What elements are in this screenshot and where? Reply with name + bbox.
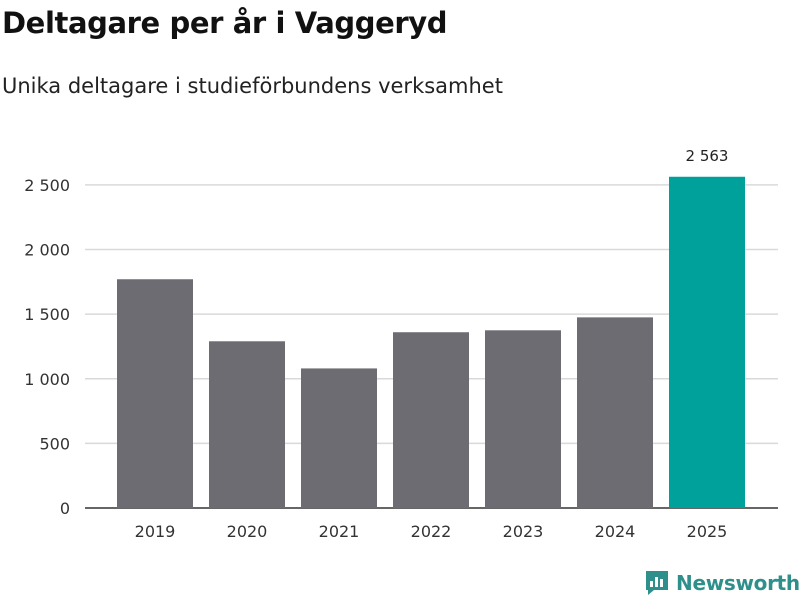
x-tick-label: 2019 (135, 522, 176, 541)
bar-2021 (301, 368, 377, 508)
y-tick-label: 500 (39, 434, 70, 453)
bar-2019 (117, 279, 193, 508)
bar-2024 (577, 317, 653, 508)
labels: 0 500 1 000 1 500 2 000 2 500 2019 2020 2021 2022… (24, 147, 728, 541)
y-tick-label: 2 000 (24, 241, 70, 260)
chart-title: Deltagare per år i Vaggeryd (2, 6, 448, 40)
bar-2023 (485, 330, 561, 508)
y-tick-label: 0 (60, 499, 70, 518)
newsworthy-logo-icon (646, 571, 668, 595)
chart-subtitle: Unika deltagare i studieförbundens verks… (2, 74, 503, 98)
bar-2025 (669, 176, 745, 509)
x-tick-label: 2022 (411, 522, 452, 541)
data-label: 2 563 (686, 147, 729, 165)
x-tick-label: 2024 (595, 522, 636, 541)
bars (117, 176, 745, 509)
brand-name: Newsworthy (676, 571, 800, 595)
x-tick-label: 2021 (319, 522, 360, 541)
x-tick-label: 2023 (503, 522, 544, 541)
newsworthy-brand: Newsworthy (644, 568, 800, 598)
bar-2022 (393, 332, 469, 508)
x-tick-label: 2025 (687, 522, 728, 541)
y-tick-label: 1 000 (24, 370, 70, 389)
bar-2020 (209, 341, 285, 508)
y-tick-label: 2 500 (24, 176, 70, 195)
y-tick-label: 1 500 (24, 305, 70, 324)
x-tick-label: 2020 (227, 522, 268, 541)
